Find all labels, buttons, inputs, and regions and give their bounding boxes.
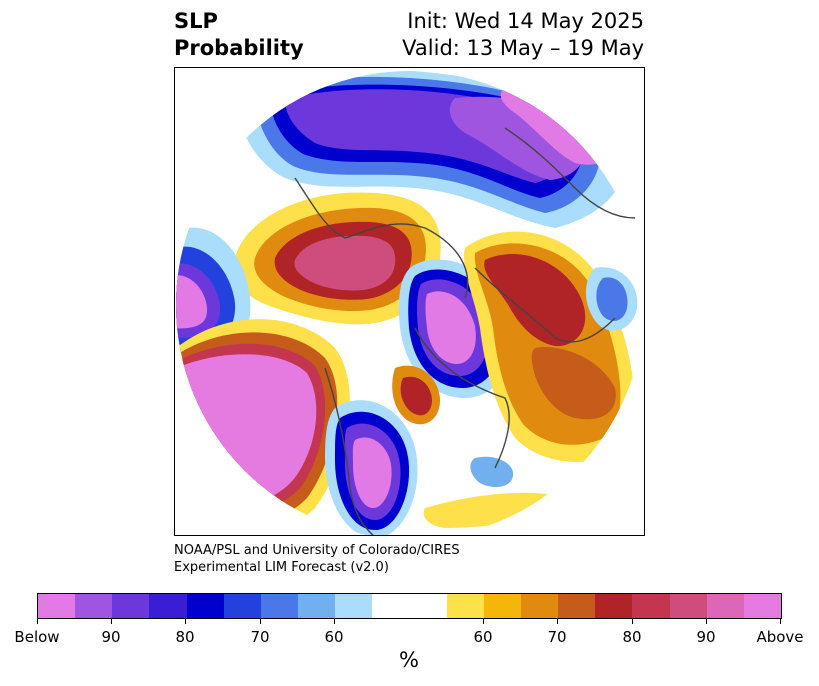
colorbar-tick-mark — [557, 619, 558, 624]
colorbar-tick-label: 70 — [250, 628, 270, 646]
colorbar-tick-mark — [37, 619, 38, 624]
colorbar-segment — [335, 594, 373, 618]
colorbar-segment — [706, 594, 744, 618]
colorbar-tick-mark — [632, 619, 633, 624]
probability-map — [176, 71, 644, 535]
title-right: Init: Wed 14 May 2025 Valid: 13 May – 19… — [402, 8, 644, 62]
colorbar-segment — [372, 594, 447, 618]
colorbar — [37, 593, 782, 619]
colorbar-tick-mark — [111, 619, 112, 624]
colorbar-tick-label: Above — [756, 628, 804, 646]
colorbar-segment — [223, 594, 261, 618]
colorbar-segment — [446, 594, 484, 618]
credit-line-2: Experimental LIM Forecast (v2.0) — [174, 560, 389, 575]
colorbar-tick-mark — [780, 619, 781, 624]
map-panel — [174, 67, 645, 536]
credit-text: NOAA/PSL and University of Colorado/CIRE… — [174, 542, 460, 576]
colorbar-tick-mark — [185, 619, 186, 624]
colorbar-tick-label: 60 — [324, 628, 344, 646]
colorbar-segment — [558, 594, 596, 618]
colorbar-segment — [743, 594, 782, 618]
colorbar-segment — [298, 594, 336, 618]
colorbar-unit: % — [399, 648, 419, 672]
map-fill — [176, 71, 644, 535]
colorbar-tick-label: 90 — [101, 628, 121, 646]
colorbar-tick-label: 90 — [696, 628, 716, 646]
title-left: SLP Probability — [174, 8, 304, 62]
colorbar-tick-label: 80 — [175, 628, 195, 646]
colorbar-segment — [595, 594, 633, 618]
colorbar-tick-label: 70 — [547, 628, 567, 646]
colorbar-segment — [632, 594, 670, 618]
colorbar-segment — [149, 594, 187, 618]
init-date: Init: Wed 14 May 2025 — [407, 9, 644, 33]
colorbar-segment — [112, 594, 150, 618]
colorbar-tick-mark — [334, 619, 335, 624]
colorbar-tick-label: 80 — [622, 628, 642, 646]
colorbar-segment — [521, 594, 559, 618]
colorbar-tick-label: 60 — [473, 628, 493, 646]
colorbar-segment — [483, 594, 522, 618]
credit-line-1: NOAA/PSL and University of Colorado/CIRE… — [174, 543, 460, 558]
colorbar-segment — [75, 594, 113, 618]
colorbar-tick-mark — [483, 619, 484, 624]
title-quantity: Probability — [174, 36, 304, 60]
title-variable: SLP — [174, 9, 218, 33]
colorbar-segment — [186, 594, 224, 618]
colorbar-segment — [260, 594, 299, 618]
colorbar-tick-label: Below — [14, 628, 60, 646]
coastlines — [294, 127, 636, 535]
colorbar-tick-mark — [706, 619, 707, 624]
colorbar-segment — [38, 594, 76, 618]
valid-range: Valid: 13 May – 19 May — [402, 36, 644, 60]
colorbar-tick-mark — [260, 619, 261, 624]
colorbar-segment — [669, 594, 707, 618]
